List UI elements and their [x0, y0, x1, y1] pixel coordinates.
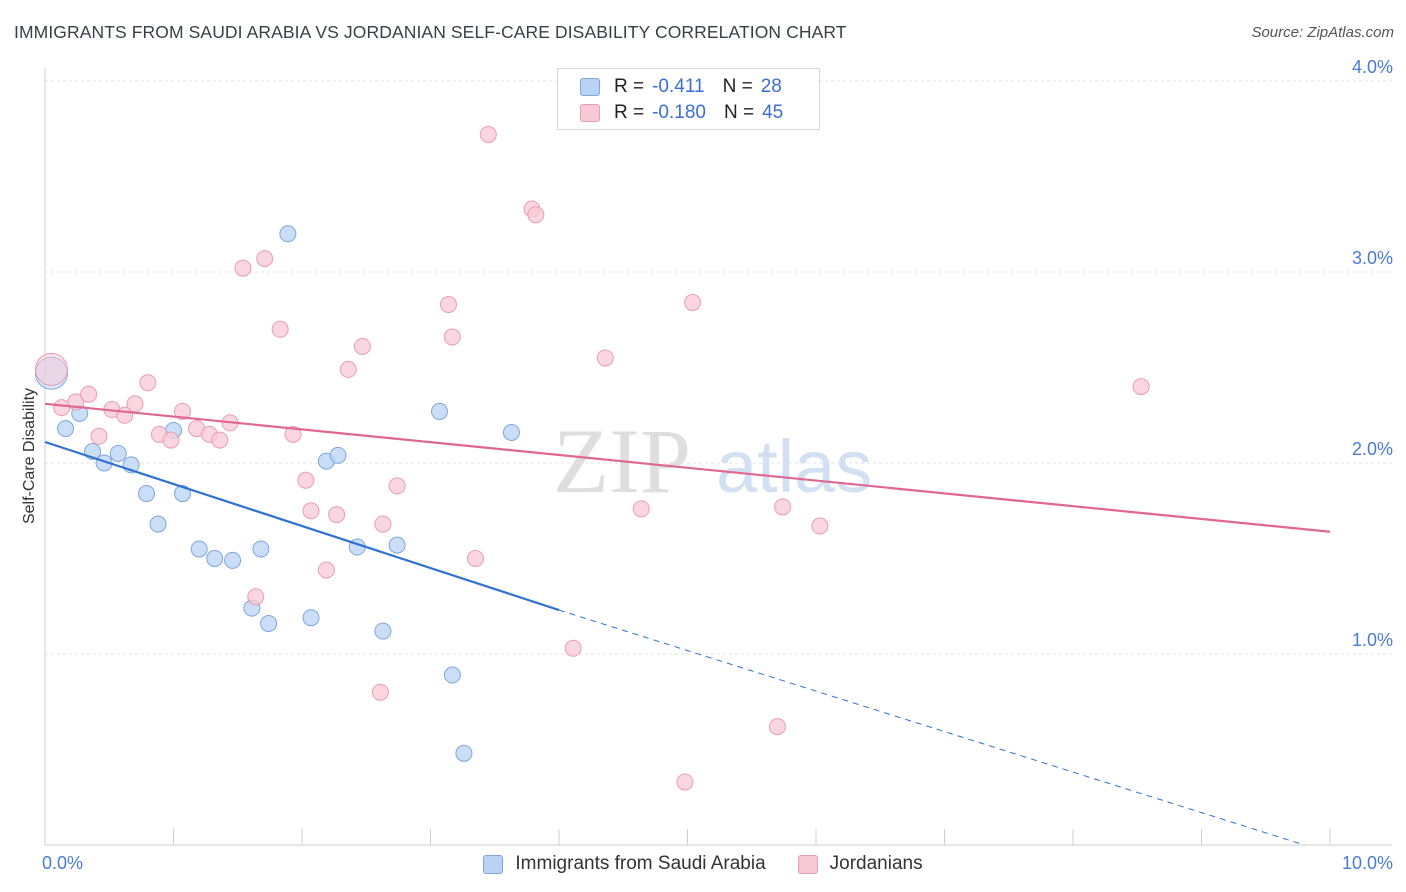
legend-swatch-blue	[580, 78, 600, 96]
point-saudi-arabia	[173, 485, 191, 503]
point-jordanians	[297, 471, 315, 489]
point-saudi-arabia	[109, 444, 127, 462]
legend-swatch-blue	[483, 854, 504, 874]
correlation-legend: R = -0.411 N = 28 R = -0.180 N = 45	[557, 68, 820, 130]
x-tick-label: 0.0%	[42, 853, 83, 873]
r-value: -0.411	[652, 76, 705, 97]
x-tick-label: 10.0%	[1342, 853, 1393, 873]
legend-item-saudi[interactable]: Immigrants from Saudi Arabia	[483, 853, 766, 875]
point-jordanians	[211, 431, 229, 449]
y-axis-label: Self-Care Disability	[21, 388, 38, 524]
trend-line-saudi-arabia	[44, 440, 560, 612]
source-credit: Source: ZipAtlas.com	[1251, 24, 1394, 41]
point-saudi-arabia	[206, 550, 224, 567]
point-saudi-arabia	[252, 540, 270, 558]
point-saudi-arabia	[57, 420, 75, 438]
trend-lines	[44, 402, 1331, 846]
y-tick-label: 2.0%	[1352, 439, 1393, 459]
point-jordanians	[371, 683, 389, 701]
chart-title: IMMIGRANTS FROM SAUDI ARABIA VS JORDANIA…	[14, 22, 847, 42]
r-label: R =	[614, 76, 645, 97]
point-jordanians	[256, 250, 274, 268]
point-jordanians	[388, 477, 406, 495]
point-jordanians	[768, 718, 786, 736]
watermark-atlas: atlas	[716, 425, 872, 508]
point-saudi-arabia	[260, 614, 278, 632]
legend-row-saudi: R = -0.411 N = 28	[580, 75, 782, 99]
trend-line-jordanians	[44, 402, 1331, 533]
point-jordanians	[284, 425, 302, 443]
point-jordanians	[811, 517, 829, 535]
point-jordanians	[466, 550, 484, 567]
point-jordanians	[596, 349, 614, 367]
r-value: -0.180	[652, 102, 706, 123]
point-saudi-arabia	[302, 609, 320, 627]
point-jordanians	[234, 259, 252, 277]
series-legend: Immigrants from Saudi Arabia Jordanians	[0, 851, 1406, 877]
n-label: N =	[723, 102, 755, 123]
point-jordanians	[328, 506, 346, 524]
n-value: 45	[762, 102, 784, 123]
point-jordanians	[443, 328, 461, 346]
n-label: N =	[722, 76, 753, 97]
point-jordanians	[353, 337, 371, 355]
r-label: R =	[614, 102, 645, 123]
legend-label: Immigrants from Saudi Arabia	[515, 853, 766, 874]
point-jordanians	[527, 206, 545, 224]
point-jordanians	[126, 395, 144, 413]
point-jordanians	[90, 427, 108, 445]
point-jordanians	[34, 352, 68, 386]
point-saudi-arabia	[329, 446, 347, 464]
point-jordanians	[439, 295, 457, 313]
point-jordanians	[374, 515, 392, 533]
watermark: ZIP atlas	[553, 410, 872, 512]
point-jordanians	[317, 561, 335, 579]
point-jordanians	[271, 320, 289, 338]
point-saudi-arabia	[149, 515, 167, 533]
point-saudi-arabia	[388, 536, 406, 554]
point-jordanians	[53, 399, 71, 417]
point-saudi-arabia	[224, 551, 242, 569]
point-jordanians	[247, 588, 265, 606]
point-saudi-arabia	[502, 423, 520, 441]
point-jordanians	[173, 402, 191, 420]
y-tick-label: 1.0%	[1352, 630, 1393, 650]
axes	[44, 68, 1392, 846]
y-tick-label: 3.0%	[1352, 248, 1393, 268]
point-saudi-arabia	[430, 402, 448, 420]
point-saudi-arabia	[279, 225, 297, 243]
tick-labels: 1.0% 2.0% 3.0% 4.0% 0.0% 10.0%	[42, 57, 1393, 873]
point-saudi-arabia	[138, 485, 156, 503]
points-jordanians	[34, 125, 1150, 791]
y-tick-label: 4.0%	[1352, 57, 1393, 77]
legend-row-jordanians: R = -0.180 N = 45	[580, 101, 783, 125]
point-jordanians	[684, 294, 702, 312]
legend-swatch-pink	[797, 854, 818, 874]
point-jordanians	[479, 125, 497, 143]
point-saudi-arabia	[190, 540, 208, 558]
point-jordanians	[1132, 378, 1150, 396]
point-jordanians	[339, 360, 357, 378]
trend-line-saudi-arabia-projection	[558, 609, 1305, 846]
point-jordanians	[80, 385, 98, 403]
point-jordanians	[774, 498, 792, 516]
point-saudi-arabia	[374, 622, 392, 640]
legend-item-jordanians[interactable]: Jordanians	[797, 853, 923, 875]
point-saudi-arabia	[443, 666, 461, 684]
n-value: 28	[760, 76, 782, 97]
point-jordanians	[139, 374, 157, 392]
point-jordanians	[564, 639, 582, 657]
point-saudi-arabia	[455, 744, 473, 762]
gridlines	[45, 80, 1392, 655]
point-jordanians	[632, 500, 650, 518]
legend-swatch-pink	[580, 104, 600, 122]
point-jordanians	[676, 773, 694, 791]
point-jordanians	[302, 502, 320, 520]
legend-label: Jordanians	[829, 853, 923, 874]
point-jordanians	[162, 431, 180, 449]
